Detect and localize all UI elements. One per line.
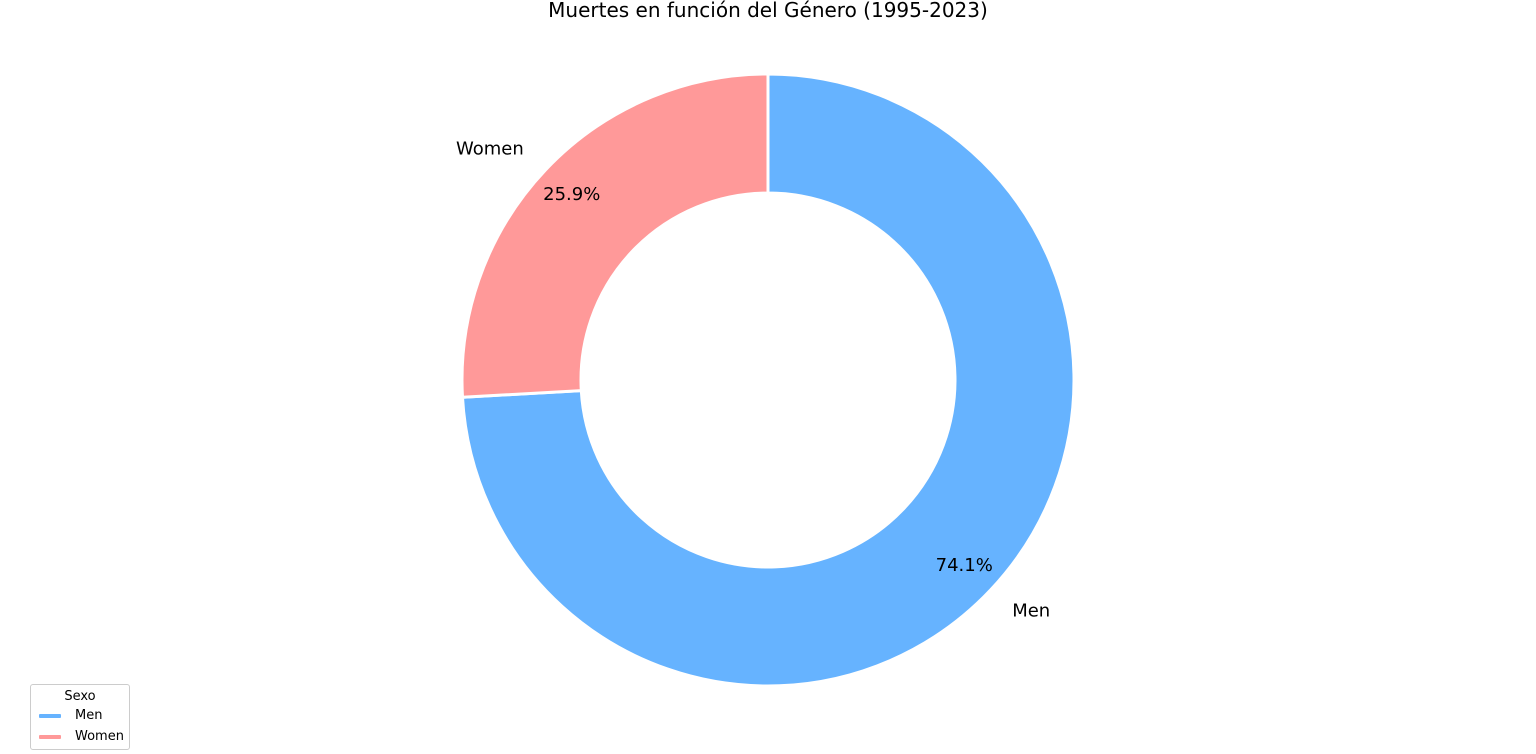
legend: Sexo Men Women (30, 684, 130, 750)
legend-entry-women: Women (31, 726, 129, 747)
chart-title: Muertes en función del Género (1995-2023… (548, 0, 988, 22)
legend-swatch-men (39, 713, 61, 718)
category-label-women: Women (456, 139, 524, 160)
slice-women (460, 72, 770, 399)
pct-label-women: 25.9% (543, 184, 600, 205)
legend-swatch-women (39, 734, 61, 739)
legend-entry-men: Men (31, 705, 129, 726)
pct-label-men: 74.1% (936, 555, 993, 576)
slices (460, 72, 1076, 688)
legend-label-men: Men (75, 708, 103, 723)
slice-men (460, 72, 1076, 688)
legend-title: Sexo (64, 689, 96, 704)
slice-labels: 74.1% Men 25.9% Women (456, 139, 1050, 622)
legend-label-women: Women (75, 729, 124, 744)
category-label-men: Men (1012, 600, 1050, 621)
